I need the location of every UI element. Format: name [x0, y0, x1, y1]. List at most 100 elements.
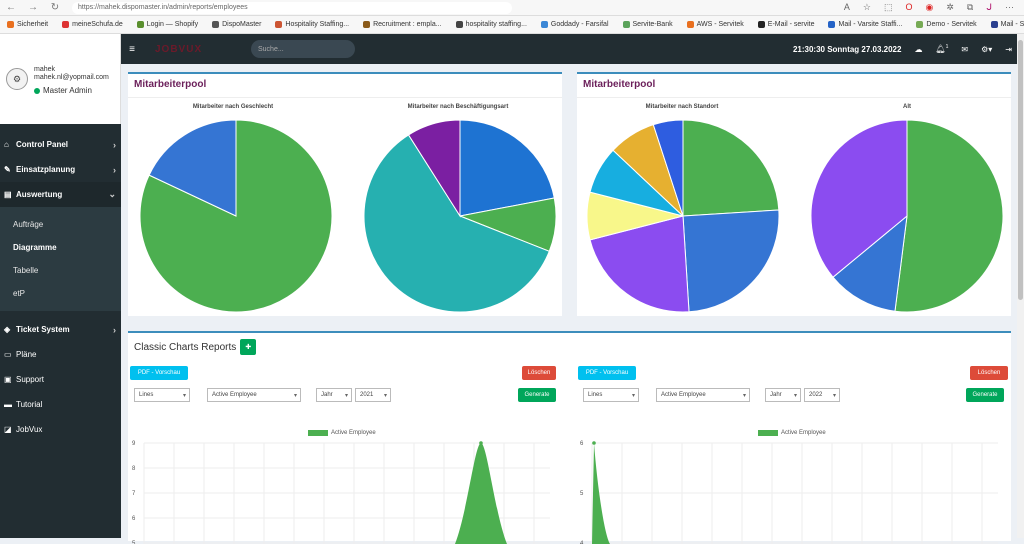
sidebar-item-support[interactable]: ▣ Support [0, 367, 121, 392]
address-bar[interactable]: https://mahek.dispomaster.in/admin/repor… [72, 1, 512, 14]
pie-label-age: Alt [903, 104, 911, 110]
pie-slice[interactable] [652, 119, 684, 217]
generate-button[interactable]: Generate [966, 388, 1004, 402]
bookmark-item[interactable]: hospitality staffing... [449, 21, 534, 28]
bell-icon[interactable]: 🔔︎1 [935, 44, 949, 54]
pdf-preview-button[interactable]: PDF - Vorschau [130, 366, 188, 380]
logo[interactable]: JOBVUX [155, 43, 203, 55]
area-series[interactable] [454, 443, 507, 544]
sidebar-item-ticket-system[interactable]: ◈ Ticket System › [0, 317, 121, 342]
read-aloud-icon[interactable]: A [843, 2, 850, 12]
sidebar-item-jobvux[interactable]: ◪ JobVux [0, 417, 121, 442]
logout-icon[interactable]: ⇥ [1005, 44, 1012, 54]
collections-icon[interactable]: ⧉ [966, 2, 974, 12]
search-input[interactable]: Suche... [251, 40, 355, 58]
area-series[interactable] [592, 443, 610, 544]
pie-label-gender: Mitarbeiter nach Geschlecht [192, 104, 274, 110]
cloud-icon[interactable]: ☁ [914, 44, 923, 54]
profile-icon[interactable]: ᒍ [986, 2, 992, 12]
extension-puzzle-icon[interactable]: ✲ [946, 2, 954, 12]
bookmark-favicon-icon [363, 21, 371, 28]
user-name: mahek [34, 66, 56, 73]
pie-slice[interactable] [682, 119, 780, 217]
forward-icon[interactable]: → [28, 2, 38, 13]
bookmark-label: Recruitment : empla... [373, 21, 442, 28]
bookmark-item[interactable]: Mail - Varsite Staffi... [821, 21, 909, 28]
pie-slice[interactable] [148, 119, 237, 217]
metric-select[interactable]: Active Employee [656, 388, 750, 402]
pie-label-location: Mitarbeiter nach Standort [645, 104, 719, 110]
pie-slice[interactable] [894, 119, 1004, 313]
pdf-preview-button[interactable]: PDF - Vorschau [578, 366, 636, 380]
bookmark-favicon-icon [757, 21, 765, 28]
pie-chart-employment [363, 119, 557, 313]
data-point[interactable] [592, 441, 596, 445]
extension-icon[interactable]: ⬚ [883, 2, 893, 12]
add-chart-button[interactable]: ✚ [240, 339, 257, 355]
pie-slice[interactable] [407, 119, 461, 218]
extension-red-icon[interactable]: ◉ [925, 2, 934, 12]
sub-item-auftraege[interactable]: Aufträge [13, 220, 44, 229]
data-point[interactable] [479, 441, 483, 445]
home-icon: ⌂ [4, 140, 9, 149]
bookmark-label: hospitality staffing... [465, 21, 527, 28]
chart-type-select[interactable]: Lines [134, 388, 190, 402]
bookmark-item[interactable]: Mail - Servite GmbH [984, 21, 1024, 28]
bookmark-item[interactable]: meineSchufa.de [55, 21, 130, 28]
back-icon[interactable]: ← [6, 2, 16, 13]
pie-slice[interactable] [589, 215, 690, 313]
sub-item-etp[interactable]: etP [13, 289, 26, 298]
y-tick-label: 7 [132, 491, 136, 497]
bookmark-item[interactable]: Recruitment : empla... [356, 21, 448, 28]
bookmark-item[interactable]: Login — Shopify [130, 21, 205, 28]
more-icon[interactable]: ··· [1005, 2, 1014, 12]
legend-label: Active Employee [781, 430, 826, 436]
avatar[interactable]: ⚙ [6, 68, 28, 90]
pie-slice[interactable] [682, 209, 780, 313]
sidebar-item-control-panel[interactable]: ⌂ Control Panel › [0, 132, 121, 157]
delete-button[interactable]: Löschen [970, 366, 1008, 380]
bookmark-favicon-icon [916, 21, 924, 28]
bookmark-item[interactable]: Hospitality Staffing... [268, 21, 356, 28]
favorite-star-icon[interactable]: ☆ [862, 2, 871, 12]
settings-icon[interactable]: ⚙▾ [981, 44, 993, 54]
user-role: Master Admin [43, 86, 92, 95]
pie-slice[interactable] [832, 214, 908, 312]
bookmark-item[interactable]: Goddady - Farsifal [534, 21, 616, 28]
sub-item-tabelle[interactable]: Tabelle [13, 266, 39, 275]
pie-slice[interactable] [363, 134, 550, 313]
sidebar-item-einsatzplanung[interactable]: ✎ Einsatzplanung › [0, 157, 121, 182]
sub-item-diagramme[interactable]: Diagramme [13, 243, 57, 252]
scrollbar-thumb[interactable] [1018, 40, 1023, 300]
year-select[interactable]: 2021 [355, 388, 391, 402]
reload-icon[interactable]: ↻ [50, 2, 60, 13]
chart-type-select[interactable]: Lines [583, 388, 639, 402]
area-chart-2022: 654 [580, 441, 998, 544]
metric-select[interactable]: Active Employee [207, 388, 301, 402]
bookmark-item[interactable]: DispoMaster [205, 21, 268, 28]
generate-button[interactable]: Generate [518, 388, 556, 402]
period-select[interactable]: Jahr [765, 388, 801, 402]
pie-slice[interactable] [810, 119, 908, 278]
bookmark-item[interactable]: AWS - Servitek [680, 21, 751, 28]
pool-box-right: Mitarbeiterpool Mitarbeiter nach Standor… [577, 72, 1011, 316]
menu-toggle-icon[interactable]: ≡ [129, 43, 135, 55]
bookmark-item[interactable]: E-Mail - servite [751, 21, 822, 28]
opera-icon[interactable]: O [905, 2, 913, 12]
sidebar-item-label: JobVux [16, 425, 43, 434]
delete-button[interactable]: Löschen [522, 366, 556, 380]
pie-slice[interactable] [459, 119, 555, 217]
period-select[interactable]: Jahr [316, 388, 352, 402]
sidebar-item-tutorial[interactable]: ▬ Tutorial [0, 392, 121, 417]
bookmark-item[interactable]: Servite-Bank [616, 21, 680, 28]
sidebar-item-plaene[interactable]: ▭ Pläne [0, 342, 121, 367]
sidebar-item-auswertung[interactable]: ▤ Auswertung ⌄ [0, 182, 121, 207]
page-scrollbar[interactable] [1017, 34, 1024, 538]
bookmark-item[interactable]: Demo - Servitek [909, 21, 983, 28]
bookmark-item[interactable]: Sicherheit [0, 21, 55, 28]
bookmark-favicon-icon [990, 21, 998, 28]
year-select[interactable]: 2022 [804, 388, 840, 402]
pie-chart-location [586, 119, 780, 313]
envelope-icon[interactable]: ✉ [961, 44, 969, 54]
